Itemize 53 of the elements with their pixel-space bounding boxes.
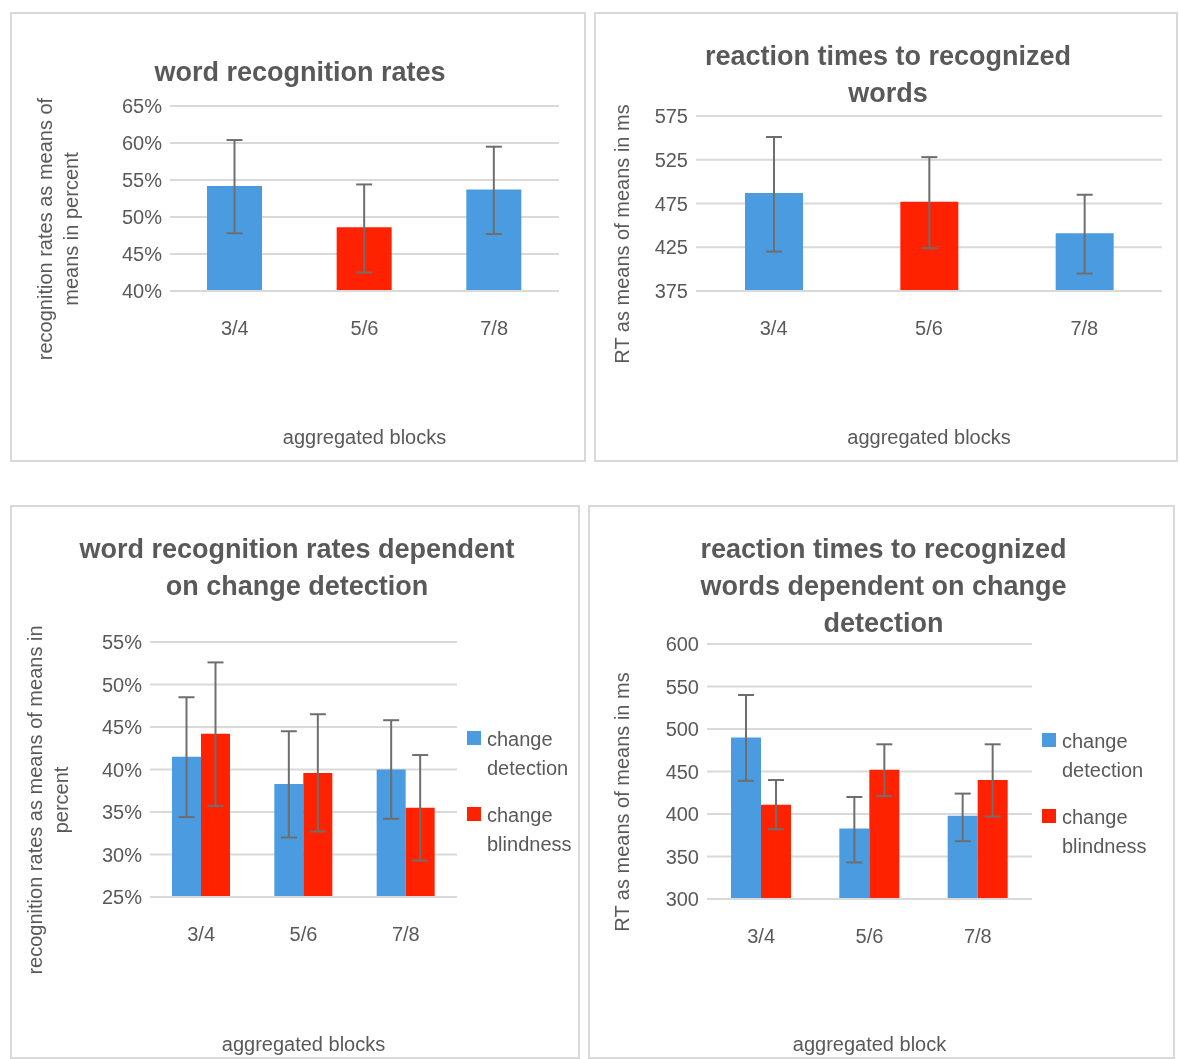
legend-label: change detection [1062, 728, 1145, 783]
chart-title: word recognition rates [153, 56, 447, 89]
y-tick-label: 30% [101, 843, 143, 866]
x-axis-title: aggregated blocks [281, 426, 448, 449]
x-tick-label: 5/6 [855, 925, 884, 948]
legend-label: change blindness [1062, 804, 1148, 859]
y-tick-label: 40% [121, 280, 163, 303]
y-tick-label: 60% [121, 132, 163, 155]
y-tick-label: 575 [654, 105, 688, 128]
y-axis-title: recognition rates as means of means in percent [33, 96, 83, 362]
y-tick-label: 400 [665, 803, 699, 826]
x-axis-title: aggregated block [791, 1033, 948, 1056]
x-tick-label: 3/4 [187, 923, 216, 946]
x-tick-label: 3/4 [747, 925, 776, 948]
chart-title: word recognition rates dependent on change detection [78, 533, 516, 603]
y-axis-title: RT as means of means in ms [610, 103, 634, 364]
x-axis-title: aggregated blocks [846, 426, 1012, 449]
y-tick-label: 45% [121, 243, 163, 266]
x-axis-title: aggregated blocks [220, 1033, 387, 1056]
y-tick-label: 55% [101, 631, 143, 654]
y-tick-label: 50% [121, 206, 163, 229]
y-tick-label: 450 [665, 760, 699, 783]
x-tick-label: 3/4 [220, 317, 249, 340]
y-tick-label: 600 [665, 633, 699, 656]
y-tick-label: 55% [121, 169, 163, 192]
chart-title: reaction times to recognized words dependent on change detection [700, 534, 1067, 638]
y-tick-label: 40% [101, 758, 143, 781]
x-tick-label: 5/6 [350, 317, 379, 340]
x-tick-label: 3/4 [759, 317, 788, 340]
y-axis-title: RT as means of means in ms [610, 671, 634, 932]
x-tick-label: 5/6 [289, 923, 318, 946]
x-tick-label: 7/8 [391, 923, 420, 946]
y-tick-label: 475 [654, 192, 688, 215]
y-tick-label: 350 [665, 845, 699, 868]
x-tick-label: 7/8 [1070, 317, 1099, 340]
legend-label: change blindness [487, 802, 573, 857]
y-tick-label: 525 [654, 148, 688, 171]
legend-label: change detection [487, 726, 570, 781]
y-tick-label: 425 [654, 236, 688, 259]
chart-title: reaction times to recognized words [704, 41, 1072, 108]
x-tick-label: 5/6 [915, 317, 943, 340]
y-tick-label: 25% [101, 886, 143, 909]
x-tick-label: 7/8 [963, 925, 992, 948]
y-tick-label: 50% [101, 673, 143, 696]
y-axis-title: recognition rates as means of means in percent [23, 623, 73, 977]
y-tick-label: 375 [654, 280, 688, 303]
y-tick-label: 45% [101, 716, 143, 739]
y-tick-label: 35% [101, 801, 143, 824]
y-tick-label: 65% [121, 95, 163, 118]
x-tick-label: 7/8 [480, 317, 509, 340]
y-tick-label: 300 [665, 888, 699, 911]
y-tick-label: 550 [665, 675, 699, 698]
y-tick-label: 500 [665, 718, 699, 741]
